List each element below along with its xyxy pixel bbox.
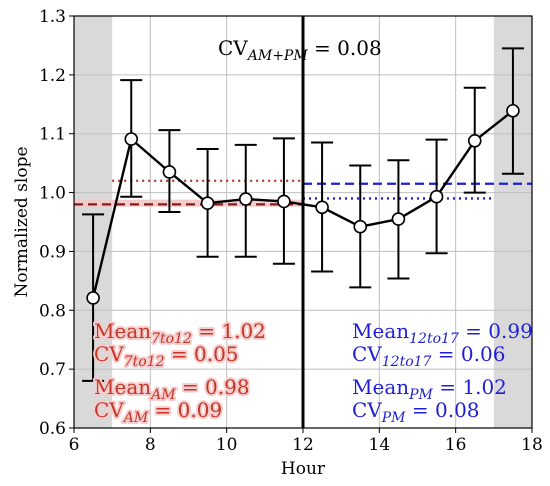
y-tick-label: 1.1 <box>39 125 66 145</box>
axis-ticks: 6 8 10 12 14 16 18 0.6 0.7 0.8 0.9 1.0 1.1 1.2 1.3 <box>39 7 543 455</box>
y-tick-label: 1.3 <box>39 7 66 27</box>
mean-band <box>74 199 303 207</box>
y-tick-label: 0.7 <box>39 360 66 380</box>
x-tick-label: 18 <box>521 435 543 455</box>
data-point <box>200 196 215 210</box>
data-point <box>506 103 520 118</box>
y-tick-label: 0.9 <box>39 242 66 262</box>
data-point <box>124 132 139 146</box>
data-point <box>315 200 329 215</box>
y-tick-label: 1.2 <box>39 66 66 86</box>
data-point <box>238 192 253 206</box>
data-point <box>86 291 100 305</box>
pm-stat-annotation: Mean12to17 = 0.99 <box>352 319 533 347</box>
x-tick-label: 6 <box>69 435 80 455</box>
reference-lines <box>74 179 532 207</box>
am-stat-annotation: Mean7to12 = 1.02 <box>94 319 266 347</box>
y-tick-label: 1.0 <box>39 184 66 204</box>
series-line <box>91 109 514 299</box>
data-point <box>391 212 406 226</box>
y-tick-label: 0.8 <box>39 301 66 321</box>
y-axis-label: Normalized slope <box>12 146 32 297</box>
x-tick-label: 8 <box>145 435 156 455</box>
pm-stat-annotation: CV12to17 = 0.06 <box>352 342 505 370</box>
data-point <box>162 165 177 179</box>
pm-stat-annotation: MeanPM = 1.02 <box>352 375 507 403</box>
data-point <box>277 194 291 209</box>
x-tick-label: 16 <box>445 435 467 455</box>
x-tick-label: 14 <box>369 435 391 455</box>
x-tick-label: 10 <box>216 435 238 455</box>
am-stat-annotation: MeanAM = 0.98 <box>94 375 250 403</box>
pm-stat-annotation: CVPM = 0.08 <box>352 398 480 426</box>
data-point <box>353 219 368 234</box>
cv-am-pm-annotation: CVAM+PM = 0.08 <box>218 36 382 64</box>
x-tick-label: 12 <box>292 435 314 455</box>
am-stat-annotation: CVAM = 0.09 <box>94 398 222 426</box>
y-tick-label: 0.6 <box>39 419 66 439</box>
data-series <box>82 47 524 382</box>
x-axis-label: Hour <box>281 459 326 479</box>
am-stat-annotation: CV7to12 = 0.05 <box>94 342 239 370</box>
data-point <box>429 189 444 204</box>
data-point <box>467 133 482 148</box>
